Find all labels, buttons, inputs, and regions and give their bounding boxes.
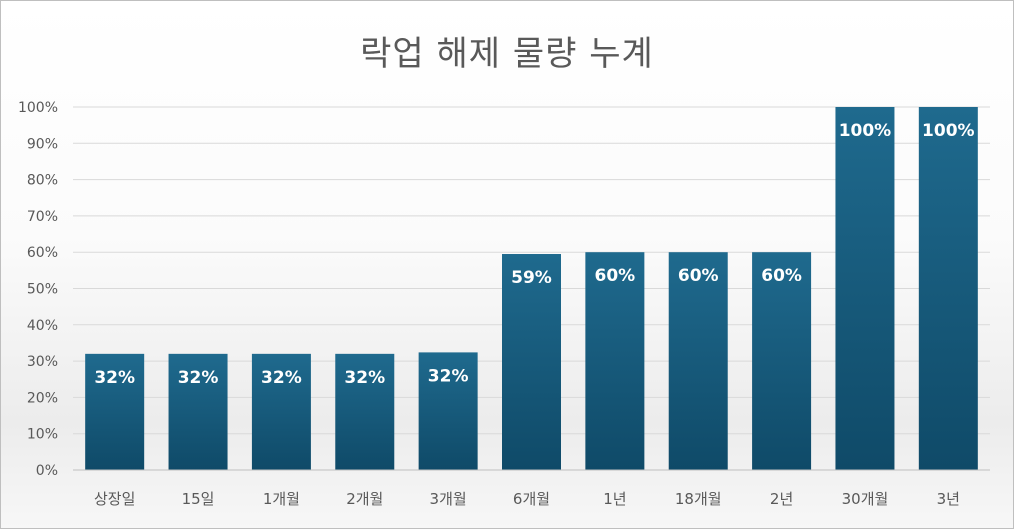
data-label: 59% [511, 268, 552, 288]
y-tick-label: 10% [27, 427, 58, 443]
data-label: 60% [595, 266, 636, 286]
x-tick-label: 1년 [603, 490, 626, 508]
data-label: 32% [261, 368, 302, 388]
data-label: 100% [839, 121, 892, 141]
x-tick-label: 3개월 [430, 490, 467, 508]
y-tick-label: 70% [27, 209, 58, 225]
bar [502, 254, 561, 470]
bar [85, 353, 145, 470]
x-tick-label: 18개월 [675, 490, 722, 508]
x-tick-label: 30개월 [842, 490, 889, 508]
chart-title: 락업 해제 물량 누계 [360, 34, 654, 74]
bar [418, 352, 478, 470]
x-tick-label: 1개월 [263, 490, 300, 508]
y-tick-label: 0% [36, 463, 58, 479]
x-tick-label: 2개월 [346, 490, 383, 508]
data-label: 32% [94, 368, 135, 388]
bar [335, 353, 395, 470]
y-tick-label: 80% [27, 173, 58, 189]
bar [752, 252, 812, 470]
data-label: 60% [761, 266, 802, 286]
bar [168, 353, 228, 470]
x-tick-label: 상장일 [94, 490, 135, 508]
y-tick-label: 50% [27, 282, 58, 298]
y-tick-label: 100% [18, 100, 58, 116]
data-label: 32% [178, 368, 219, 388]
data-label: 32% [344, 368, 385, 388]
y-tick-label: 40% [27, 318, 58, 334]
x-tick-label: 15일 [182, 490, 215, 508]
bar [918, 107, 978, 470]
bar [585, 252, 645, 470]
x-tick-label: 3년 [937, 490, 960, 508]
y-tick-label: 20% [27, 390, 58, 406]
data-label: 100% [922, 121, 975, 141]
data-label: 60% [678, 266, 719, 286]
bar [668, 252, 728, 470]
bar [251, 353, 311, 470]
x-tick-label: 6개월 [513, 490, 550, 508]
bar [835, 107, 895, 470]
x-tick-label: 2년 [770, 490, 793, 508]
y-tick-label: 60% [27, 245, 58, 261]
y-tick-label: 30% [27, 354, 58, 370]
y-tick-label: 90% [27, 136, 58, 152]
data-label: 32% [428, 366, 469, 386]
